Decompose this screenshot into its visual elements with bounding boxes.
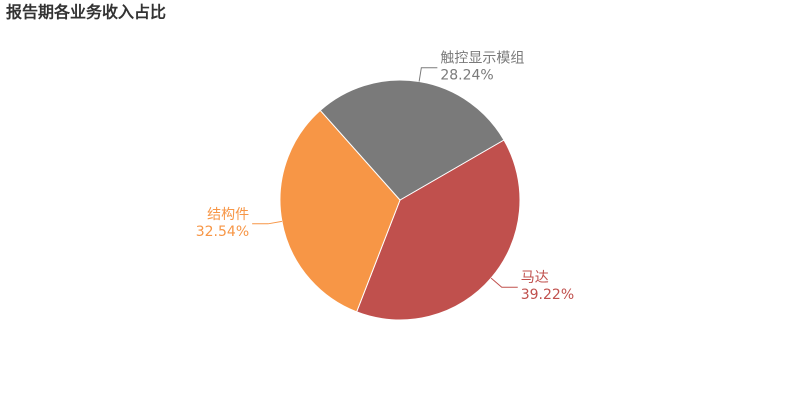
pie-slice [355,139,521,321]
chart-title: 报告期各业务收入占比 [6,3,166,22]
leader-line [490,277,518,288]
slice-label: 结构件 [207,207,249,223]
slice-label: 触控显示模组 [440,51,524,67]
leader-line [252,220,282,225]
value-label: 39.22% [521,287,574,303]
pie-slice [319,79,505,201]
value-label: 32.54% [196,224,249,240]
value-label: 28.24% [440,68,493,84]
pie-slice [279,109,401,313]
leader-line [418,67,438,82]
slice-label: 马达 [521,270,549,286]
